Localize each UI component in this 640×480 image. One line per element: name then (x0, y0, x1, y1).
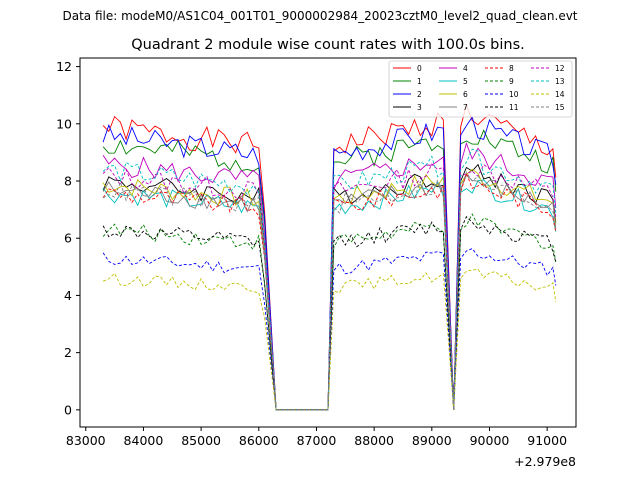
x-tick-label: 89000 (412, 433, 452, 448)
y-axis: 0 2 4 6 8 10 12 (56, 59, 80, 417)
legend-label: 0 (417, 64, 422, 73)
y-tick-label: 4 (64, 288, 72, 303)
x-axis: 83000 84000 85000 86000 87000 88000 89000 90000… (66, 427, 567, 448)
x-tick-label: 91000 (527, 433, 567, 448)
series-line-8 (102, 171, 557, 411)
legend-label: 12 (555, 64, 565, 73)
series-line-15 (102, 171, 557, 411)
legend-box (388, 60, 573, 118)
series-line-10 (102, 248, 557, 411)
y-tick-label: 0 (64, 402, 72, 417)
legend-label: 8 (509, 64, 514, 73)
axes-frame (79, 57, 577, 428)
series-line-7 (102, 174, 557, 411)
legend-label: 11 (509, 103, 519, 112)
series-line-11 (102, 215, 557, 411)
legend-label: 13 (555, 77, 565, 86)
y-tick-label: 8 (64, 174, 72, 189)
legend-label: 2 (417, 90, 422, 99)
legend-label: 4 (463, 64, 468, 73)
x-tick-label: 88000 (354, 433, 394, 448)
legend-label: 9 (509, 77, 514, 86)
y-tick-label: 6 (64, 231, 72, 246)
plot-area (80, 58, 576, 427)
x-tick-label: 90000 (470, 433, 510, 448)
series-line-6 (102, 168, 557, 411)
y-tick-label: 2 (64, 345, 72, 360)
x-tick-label: 85000 (181, 433, 221, 448)
y-tick-label: 12 (56, 59, 72, 74)
legend-label: 14 (555, 90, 565, 99)
legend-label: 15 (555, 103, 565, 112)
series-layer (102, 103, 557, 411)
series-line-14 (102, 268, 557, 411)
series-line-13 (102, 148, 557, 411)
y-tick-label: 10 (56, 116, 72, 131)
legend-label: 3 (417, 103, 422, 112)
x-tick-label: 84000 (124, 433, 164, 448)
x-offset-label: +2.979e8 (514, 454, 576, 469)
legend-label: 7 (463, 103, 468, 112)
legend-label: 10 (509, 90, 519, 99)
x-tick-label: 86000 (239, 433, 279, 448)
series-line-9 (102, 213, 557, 411)
legend-label: 1 (417, 77, 422, 86)
series-line-4 (102, 141, 557, 411)
x-tick-label: 83000 (66, 433, 106, 448)
chart-title: Quadrant 2 module wise count rates with … (131, 37, 525, 53)
series-line-2 (102, 116, 557, 411)
x-tick-label: 87000 (297, 433, 337, 448)
legend-label: 6 (463, 90, 468, 99)
series-line-3 (102, 163, 557, 411)
figure-suptitle: Data file: modeM0/AS1C04_001T01_90000029… (62, 9, 577, 23)
series-line-12 (102, 163, 557, 411)
legend-label: 5 (463, 77, 468, 86)
